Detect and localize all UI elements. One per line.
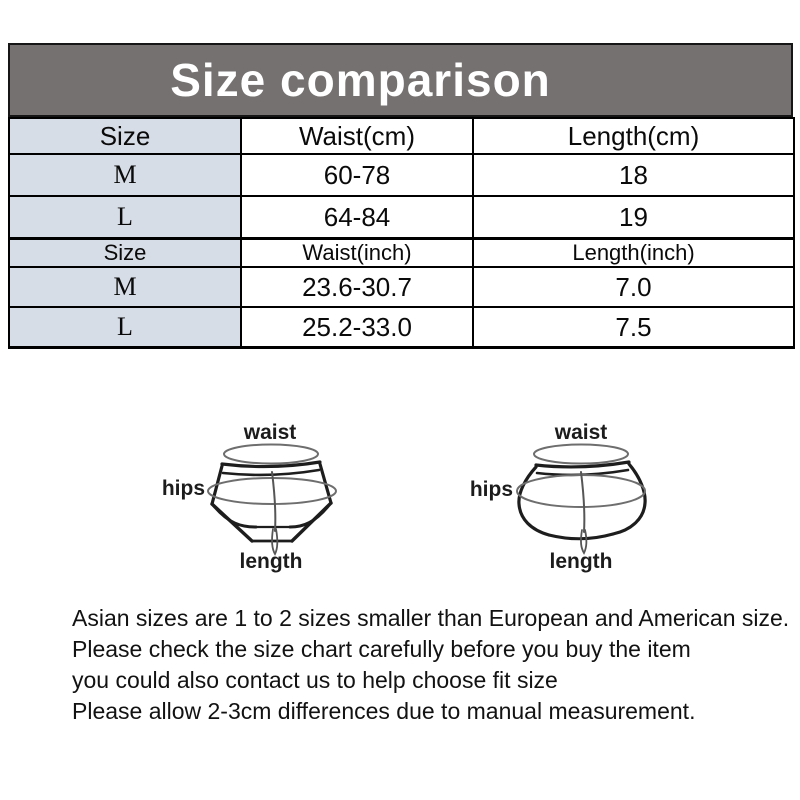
col-header-size-inch: Size [8,237,242,268]
table-header-row-cm: Size Waist(cm) Length(cm) [8,117,795,155]
table-header-row-inch: Size Waist(inch) Length(inch) [8,237,795,268]
length-cm-l: 19 [472,195,795,240]
size-cell-l-inch: L [8,306,242,349]
size-cell-m-inch: M [8,266,242,308]
waist-inch-m: 23.6-30.7 [240,266,474,308]
waist-cm-m: 60-78 [240,153,474,197]
col-header-waist-cm: Waist(cm) [240,117,474,155]
hips-label-right: hips [469,478,513,501]
note-line: Please check the size chart carefully be… [72,636,691,662]
size-table: Size Waist(cm) Length(cm) M 60-78 18 L 6… [8,117,795,349]
col-header-waist-inch: Waist(inch) [240,237,474,268]
measurement-diagrams [207,443,647,556]
briefs-diagram-icon [207,443,337,556]
waist-label-left: waist [243,421,297,444]
col-header-length-cm: Length(cm) [472,117,795,155]
col-header-size-cm: Size [8,117,242,155]
table-row-l-inch: L 25.2-33.0 7.5 [8,306,795,349]
length-cm-m: 18 [472,153,795,197]
note-line: Please allow 2-3cm differences due to ma… [72,698,696,724]
size-cell-l: L [8,195,242,240]
hips-label-left: hips [161,477,205,500]
waist-label-right: waist [554,421,608,444]
note-line: you could also contact us to help choose… [72,667,558,693]
table-row-m-inch: M 23.6-30.7 7.0 [8,266,795,308]
size-notes: Asian sizes are 1 to 2 sizes smaller tha… [72,603,790,727]
title-bar: Size comparison [8,43,793,117]
length-label-right: length [549,550,613,573]
waist-inch-l: 25.2-33.0 [240,306,474,349]
length-inch-m: 7.0 [472,266,795,308]
waist-cm-l: 64-84 [240,195,474,240]
boyshort-diagram-icon [516,443,647,555]
table-row-l-cm: L 64-84 19 [8,195,795,240]
length-inch-l: 7.5 [472,306,795,349]
page-title: Size comparison [170,54,551,106]
size-cell-m: M [8,153,242,197]
table-row-m-cm: M 60-78 18 [8,153,795,197]
length-label-left: length [239,550,303,573]
note-line: Asian sizes are 1 to 2 sizes smaller tha… [72,605,790,631]
col-header-length-inch: Length(inch) [472,237,795,268]
